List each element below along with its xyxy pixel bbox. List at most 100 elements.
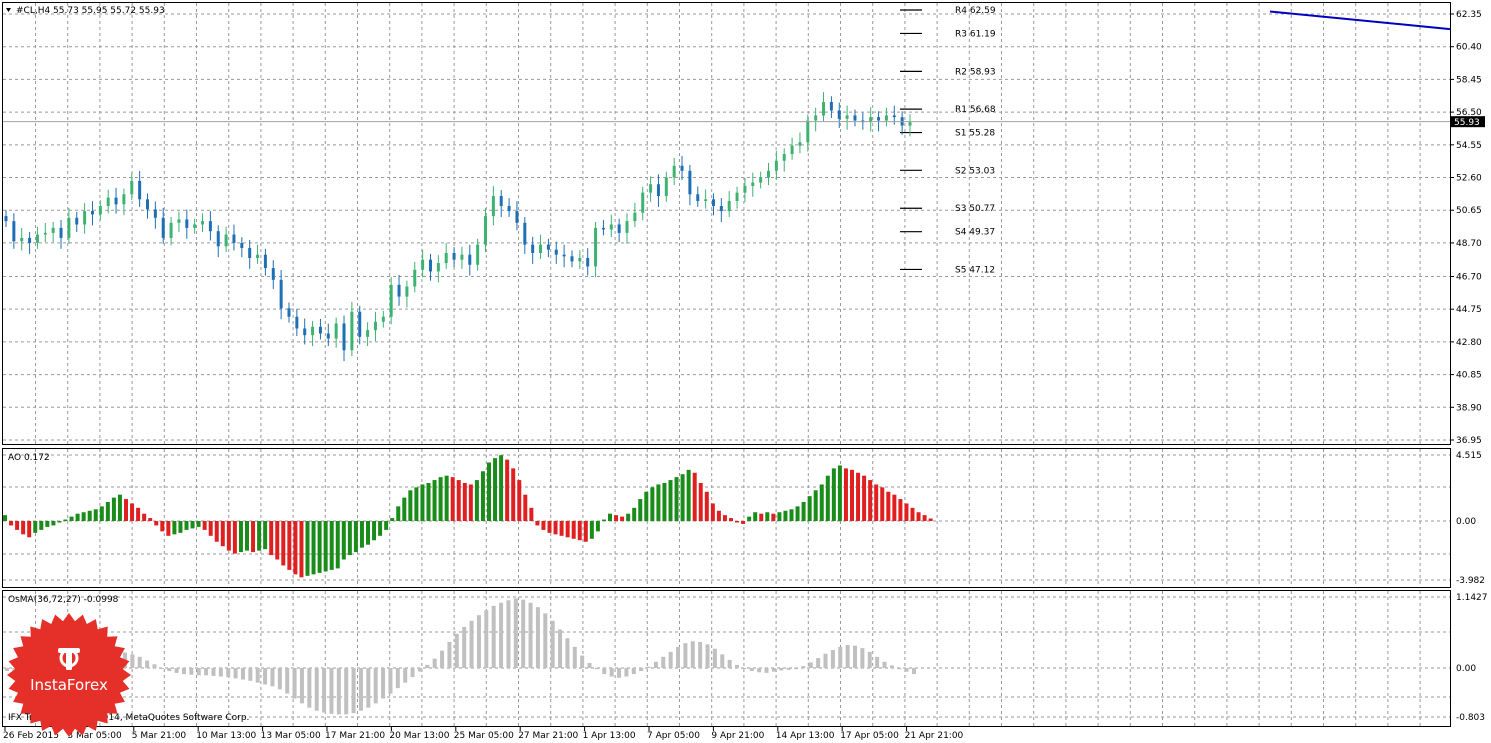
pivot-levels: R4 62.59 R3 61.19 R2 58.93 R1 56.68 S1 55.28… — [900, 6, 996, 275]
candle-body — [688, 170, 692, 195]
ao-bar — [148, 518, 153, 521]
osma-bar — [565, 638, 570, 668]
osma-bar — [329, 668, 334, 714]
osma-header: OsMA(36,72,27) -0.0998 — [8, 595, 119, 605]
candle-body — [570, 256, 574, 262]
ao-bar — [311, 521, 316, 575]
ao-bar — [674, 477, 679, 521]
candle-body — [452, 252, 456, 260]
candle-body — [326, 333, 330, 339]
osma-panel-frame — [2, 590, 1451, 727]
osma-bar — [889, 665, 894, 668]
ao-bar — [541, 521, 546, 530]
ao-bar — [317, 521, 322, 573]
candle-body — [711, 199, 715, 207]
candle-body — [114, 197, 118, 205]
ao-bar — [850, 469, 854, 521]
price-axis-tick-label: 38.90 — [1456, 403, 1482, 413]
candle-body — [248, 247, 252, 259]
osma-bar — [484, 610, 489, 668]
ao-bar — [511, 468, 516, 521]
candle-body — [20, 237, 24, 242]
candle-body — [782, 154, 786, 161]
osma-bar — [882, 661, 887, 668]
candle-body — [491, 195, 495, 217]
osma-bar — [292, 668, 297, 699]
osma-axis-tick-label: -0.803 — [1456, 713, 1485, 723]
candle-body — [67, 217, 71, 238]
osma-bar — [373, 668, 378, 704]
candle-body — [43, 232, 47, 235]
osma-bar — [159, 668, 164, 669]
osma-bar — [875, 656, 880, 668]
ao-bar — [39, 521, 44, 530]
ao-bar — [698, 482, 703, 521]
ao-bar — [880, 487, 885, 521]
ao-bar — [402, 497, 407, 521]
ao-bar — [553, 521, 558, 535]
osma-bar — [285, 668, 290, 694]
ao-panel-frame — [2, 448, 1451, 588]
ao-bar — [747, 516, 752, 521]
ao-bar — [81, 512, 86, 521]
ao-axis-tick-label: 0.00 — [1456, 517, 1476, 527]
ao-bar — [281, 521, 286, 566]
ao-bar — [892, 494, 897, 521]
osma-bar — [897, 668, 902, 670]
ao-bar — [275, 521, 280, 560]
ao-bar — [644, 491, 649, 521]
time-axis-tick-label: 9 Apr 21:00 — [711, 731, 764, 741]
ao-bar — [916, 512, 921, 521]
price-candles — [4, 92, 912, 362]
candle-body — [138, 180, 142, 200]
ao-bar — [680, 474, 685, 521]
osma-bar — [263, 668, 268, 685]
ao-bar — [771, 513, 776, 521]
ao-bar — [238, 521, 243, 553]
ao-bar — [220, 521, 225, 547]
brand-name: InstaForex — [30, 676, 108, 694]
osma-bar — [130, 654, 135, 668]
price-axis-tick-label: 40.85 — [1456, 371, 1482, 381]
ao-bar — [922, 515, 927, 521]
candle-body — [397, 284, 401, 297]
candle-body — [334, 323, 338, 339]
osma-bar — [344, 668, 349, 715]
candle-body — [546, 244, 550, 250]
osma-bar — [779, 668, 784, 671]
ao-bar — [668, 480, 673, 521]
ao-bar — [190, 521, 195, 529]
ao-bar — [729, 518, 733, 521]
candle-body — [83, 211, 87, 225]
trend-line[interactable] — [1269, 10, 1451, 31]
ao-bar — [3, 515, 7, 521]
ao-bar — [142, 513, 147, 521]
candle-body — [806, 120, 810, 143]
candle-body — [90, 211, 94, 215]
price-axis-tick-label: 58.45 — [1456, 75, 1482, 85]
pivot-level-label: R2 58.93 — [955, 67, 996, 77]
logo-emblem-icon — [58, 648, 80, 670]
candle-body — [373, 321, 377, 331]
time-axis-tick-label: 1 Apr 13:00 — [583, 731, 636, 741]
ao-bar — [499, 455, 504, 521]
candle-body — [75, 217, 79, 225]
candle-body — [869, 117, 873, 123]
time-axis-tick-label: 20 Mar 13:00 — [389, 731, 449, 741]
symbol-menu-triangle-icon[interactable] — [6, 8, 11, 12]
ao-bar — [420, 484, 425, 521]
ao-bar — [547, 521, 552, 533]
ao-bar — [462, 482, 467, 521]
ao-bar — [45, 521, 50, 527]
candle-body — [263, 254, 267, 269]
candle-body — [877, 117, 881, 121]
osma-bar — [594, 668, 599, 670]
osma-bar — [425, 664, 430, 668]
ao-bar — [226, 521, 231, 551]
candle-body — [444, 252, 448, 264]
osma-bar — [580, 655, 585, 668]
ao-bar — [408, 490, 413, 521]
candle-body — [641, 192, 645, 213]
pivot-level-label: S2 53.03 — [955, 166, 995, 176]
